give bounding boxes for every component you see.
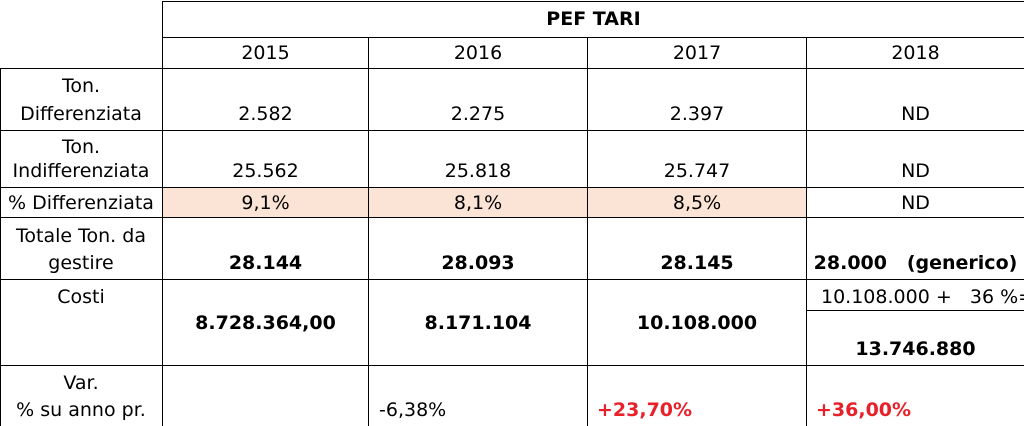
grid-line <box>0 130 1024 131</box>
ton-diff-2015: 2.582 <box>238 103 293 125</box>
totale-2015: 28.144 <box>228 252 303 274</box>
table-title: PEF TARI <box>546 8 641 30</box>
row-label-pct-diff: % Differenziata <box>8 192 154 214</box>
grid-line <box>0 187 1024 188</box>
highlight-cell-2016 <box>369 187 588 217</box>
var-2018: +36,00% <box>816 399 912 421</box>
row-label-var-line2: % su anno pr. <box>16 399 146 421</box>
totale-2016: 28.093 <box>441 252 515 274</box>
ton-diff-2016: 2.275 <box>450 103 506 125</box>
ton-indiff-2016: 25.818 <box>444 160 512 182</box>
year-header-2017: 2017 <box>672 42 722 64</box>
grid-line <box>587 37 588 426</box>
pct-diff-2017: 8,5% <box>672 192 722 214</box>
row-label-totale-line1: Totale Ton. da <box>16 225 146 247</box>
highlight-cell-2015 <box>163 187 369 217</box>
var-2017: +23,70% <box>597 399 693 421</box>
row-label-var-line1: Var. <box>63 372 99 394</box>
costi-2018-formula: 10.108.000 + 36 %= <box>821 286 1024 308</box>
pct-diff-2015: 9,1% <box>241 192 290 214</box>
costi-2017: 10.108.000 <box>636 312 758 334</box>
costi-2016: 8.171.104 <box>424 312 532 334</box>
costi-2018-result: 13.746.880 <box>855 338 976 360</box>
ton-diff-2018: ND <box>901 103 930 125</box>
var-2016: -6,38% <box>379 399 447 421</box>
grid-line <box>0 279 1024 280</box>
grid-line <box>0 365 1024 366</box>
ton-indiff-2015: 25.562 <box>232 160 299 182</box>
grid-line <box>0 217 1024 218</box>
row-label-ton-indiff-line1: Ton. <box>61 136 101 158</box>
grid-line <box>807 310 1024 311</box>
grid-line <box>0 68 1 426</box>
totale-2017: 28.145 <box>660 252 734 274</box>
year-header-2015: 2015 <box>241 42 290 64</box>
year-header-2018: 2018 <box>891 42 940 64</box>
grid-line <box>163 1 1024 2</box>
ton-diff-2017: 2.397 <box>669 103 725 125</box>
ton-indiff-2018: ND <box>901 160 930 182</box>
grid-line <box>163 37 1024 38</box>
row-label-totale-line2: gestire <box>48 252 114 274</box>
row-label-ton-diff-line1: Ton. <box>61 75 101 97</box>
grid-line <box>162 1 163 426</box>
highlight-cell-2017 <box>588 187 807 217</box>
ton-indiff-2017: 25.747 <box>663 160 731 182</box>
row-label-costi: Costi <box>57 286 105 308</box>
year-header-2016: 2016 <box>453 42 503 64</box>
costi-2015: 8.728.364,00 <box>195 312 336 334</box>
totale-2018: 28.000 (generico) <box>813 252 1018 274</box>
row-label-ton-diff-line2: Differenziata <box>20 103 142 125</box>
row-label-ton-indiff-line2: Indifferenziata <box>12 160 150 182</box>
pct-diff-2016: 8,1% <box>453 192 503 214</box>
pct-diff-2018: ND <box>901 192 930 214</box>
grid-line <box>806 37 807 426</box>
grid-line <box>0 68 1024 69</box>
grid-line <box>368 37 369 426</box>
